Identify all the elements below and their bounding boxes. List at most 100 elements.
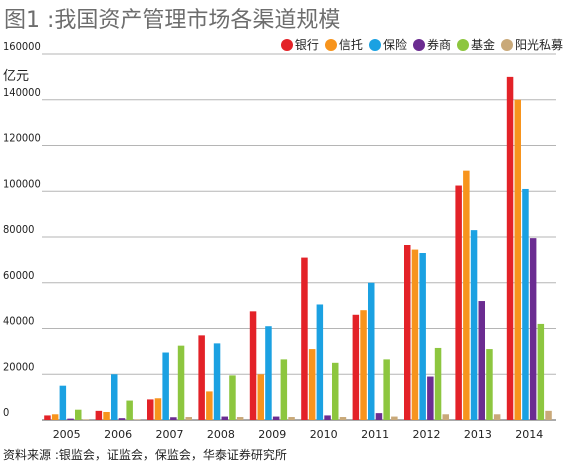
bar-2014-信托 xyxy=(514,99,521,420)
legend-item-bank: 银行 xyxy=(280,36,319,53)
legend-item-private: 阳光私募 xyxy=(500,36,563,53)
legend-label-trust: 信托 xyxy=(338,38,363,52)
bars xyxy=(44,76,552,420)
legend-swatch-fund xyxy=(456,38,469,51)
x-tick-label: 2006 xyxy=(104,428,132,441)
x-axis-tick-labels: 2005 2006 2007 2008 2009 2010 2011 2012 2013 2014 xyxy=(53,428,544,441)
y-axis-tick-labels: 0 20000 40000 60000 80000 100000 120000 140000 1… xyxy=(3,40,41,419)
y-tick-label: 40000 xyxy=(3,315,34,328)
bar-2009-银行 xyxy=(249,311,257,420)
bar-2005-保险 xyxy=(59,385,67,420)
legend-swatch-private xyxy=(500,38,513,51)
bar-2008-保险 xyxy=(213,343,221,420)
y-tick-label: 120000 xyxy=(3,132,41,145)
bar-2014-券商 xyxy=(529,238,537,420)
bar-2010-券商 xyxy=(324,415,331,420)
bar-2009-保险 xyxy=(265,326,272,420)
bar-2006-信托 xyxy=(103,411,110,420)
bar-2011-保险 xyxy=(368,282,375,420)
bar-2011-银行 xyxy=(352,314,360,420)
bar-2014-基金 xyxy=(537,323,545,420)
y-tick-label: 20000 xyxy=(3,360,34,373)
bar-2007-保险 xyxy=(162,352,169,420)
bar-2010-基金 xyxy=(332,362,339,420)
legend-label-insurance: 保险 xyxy=(382,38,407,52)
bar-2012-基金 xyxy=(434,347,442,420)
y-tick-label: 0 xyxy=(3,406,9,419)
y-tick-label: 140000 xyxy=(3,86,41,99)
bar-2010-银行 xyxy=(301,257,308,420)
chart-title: 图1 :我国资产管理市场各渠道规模 xyxy=(4,8,341,33)
bar-2010-阳光私募 xyxy=(339,417,347,420)
bar-2008-银行 xyxy=(198,335,205,420)
legend-label-securities: 券商 xyxy=(426,38,451,52)
y-tick-label: 100000 xyxy=(3,177,41,190)
legend-label-fund: 基金 xyxy=(470,38,495,52)
bar-2010-保险 xyxy=(316,304,324,420)
bar-2007-银行 xyxy=(147,399,154,420)
x-tick-label: 2010 xyxy=(310,428,338,441)
bar-2010-信托 xyxy=(308,349,316,420)
bar-2005-阳光私募 xyxy=(82,419,90,420)
bar-2006-基金 xyxy=(126,400,133,420)
x-tick-label: 2009 xyxy=(258,428,286,441)
x-tick-label: 2012 xyxy=(413,428,441,441)
bar-2009-券商 xyxy=(272,416,280,420)
y-tick-label: 80000 xyxy=(3,223,34,236)
bar-2013-信托 xyxy=(463,170,470,420)
bar-2008-券商 xyxy=(221,416,228,420)
legend-item-trust: 信托 xyxy=(324,36,363,53)
bar-2014-保险 xyxy=(522,188,529,420)
y-axis-unit-label: 亿元 xyxy=(3,69,30,84)
bar-2008-阳光私募 xyxy=(236,417,244,420)
bar-2012-券商 xyxy=(427,376,434,420)
bar-2007-基金 xyxy=(177,345,185,420)
x-tick-label: 2014 xyxy=(515,428,543,441)
bar-2005-银行 xyxy=(44,415,51,420)
bar-2008-基金 xyxy=(229,375,236,420)
bar-2006-保险 xyxy=(111,374,118,420)
bar-2013-阳光私募 xyxy=(493,414,501,420)
x-tick-label: 2008 xyxy=(207,428,235,441)
source-note: 资料来源 :银监会，证监会，保监会，华泰证券研究所 xyxy=(3,448,287,462)
legend-item-fund: 基金 xyxy=(456,36,495,53)
y-tick-label: 160000 xyxy=(3,40,41,53)
bar-2011-信托 xyxy=(360,310,367,420)
bar-2011-基金 xyxy=(383,359,390,420)
legend-swatch-trust xyxy=(324,38,337,51)
bar-2006-阳光私募 xyxy=(134,419,141,420)
legend-label-bank: 银行 xyxy=(294,38,319,52)
bar-2009-阳光私募 xyxy=(288,417,295,420)
bar-2005-基金 xyxy=(75,409,82,420)
bar-2005-信托 xyxy=(51,414,59,420)
bar-2006-券商 xyxy=(118,418,126,420)
bar-2012-信托 xyxy=(411,249,419,420)
legend-item-insurance: 保险 xyxy=(368,36,407,53)
bar-2006-银行 xyxy=(95,410,103,420)
legend-swatch-bank xyxy=(280,38,293,51)
bar-2007-阳光私募 xyxy=(185,417,192,420)
x-tick-label: 2011 xyxy=(361,428,389,441)
bar-2014-银行 xyxy=(506,76,514,420)
bar-2009-基金 xyxy=(280,359,288,420)
legend-item-securities: 券商 xyxy=(412,36,451,53)
bar-2013-银行 xyxy=(455,185,462,420)
legend-label-private: 阳光私募 xyxy=(514,38,563,52)
legend-swatch-securities xyxy=(412,38,425,51)
bar-2008-信托 xyxy=(206,391,213,420)
bar-2009-信托 xyxy=(257,374,264,420)
bar-2007-券商 xyxy=(170,417,177,420)
bar-2013-券商 xyxy=(478,301,485,420)
y-tick-label: 60000 xyxy=(3,269,34,282)
bar-2012-保险 xyxy=(419,253,426,420)
x-tick-label: 2005 xyxy=(53,428,81,441)
bar-2005-券商 xyxy=(67,418,74,420)
bar-2013-基金 xyxy=(486,349,493,420)
bar-2014-阳光私募 xyxy=(545,410,552,420)
bar-2011-券商 xyxy=(375,413,383,420)
bar-2011-阳光私募 xyxy=(391,416,398,420)
x-tick-label: 2007 xyxy=(156,428,184,441)
bar-2012-银行 xyxy=(404,245,411,420)
x-tick-label: 2013 xyxy=(464,428,492,441)
